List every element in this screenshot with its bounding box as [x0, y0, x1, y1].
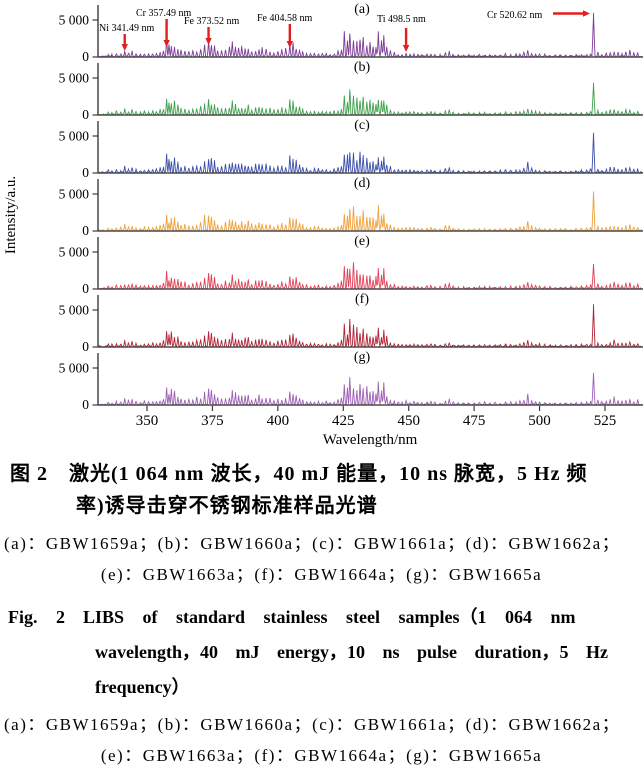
x-tick-label: 475 [463, 413, 486, 429]
sample-list-top-line1: (a)：GBW1659a；(b)：GBW1660a；(c)：GBW1661a；(… [4, 534, 621, 553]
x-axis-title: Wavelength/nm [323, 432, 418, 448]
x-tick-label: 425 [332, 413, 355, 429]
y-axis-title: Intensity/a.u. [3, 176, 19, 254]
y-tick-label-0: 0 [82, 223, 89, 238]
y-tick-label-0: 0 [82, 281, 89, 296]
panel-letter: (a) [354, 2, 370, 17]
x-tick-label: 450 [397, 413, 420, 429]
caption-chinese: 图 2 激光(1 064 nm 波长，40 mJ 能量，10 ns 脉宽，5 H… [0, 458, 643, 522]
panel-letter: (c) [354, 118, 370, 133]
caption-english: Fig. 2 LIBS of standard stainless steel … [0, 600, 643, 705]
panel-letter: (f) [355, 292, 369, 307]
spectrum-trace-GBW1660a [98, 82, 643, 117]
y-tick-label-5000: 5 000 [59, 245, 90, 260]
panel-letter: (g) [354, 350, 371, 365]
y-tick-label-5000: 5 000 [59, 13, 90, 28]
caption-en-line2: wavelength，40 mJ energy，10 ns pulse dura… [95, 642, 609, 662]
y-tick-label-0: 0 [82, 49, 89, 64]
spectrum-trace-GBW1659a [98, 12, 643, 59]
spectrum-trace-GBW1661a [98, 132, 643, 175]
spectra-chart: 5 000 0 (a) 5 000 0 (b) 5 000 0 (c) 5 000 0 (d) 5 00… [3, 2, 643, 448]
annotation-label: Fe 404.58 nm [257, 13, 313, 24]
caption-en-line1: Fig. 2 LIBS of standard stainless steel … [8, 607, 576, 627]
annotation-label: Cr 357.49 nm [136, 8, 192, 19]
annotation-label: Ti 498.5 nm [377, 14, 426, 25]
annotation-arrowhead-down [286, 41, 294, 48]
annotation-arrowhead-down [205, 38, 212, 45]
x-tick-label: 375 [201, 413, 224, 429]
sample-list-top-line2: (e)：GBW1663a；(f)：GBW1664a；(g)：GBW1665a [100, 565, 543, 584]
caption-cn-line2: 率)诱导击穿不锈钢标准样品光谱 [76, 495, 378, 517]
sample-list-bottom: (a)：GBW1659a；(b)：GBW1660a；(c)：GBW1661a；(… [0, 709, 643, 771]
caption-en-line3: frequency） [95, 677, 190, 697]
panel-letter: (d) [354, 176, 371, 191]
sample-list-bottom-line2: (e)：GBW1663a；(f)：GBW1664a；(g)：GBW1665a [100, 746, 543, 765]
annotation-arrowhead-down [121, 44, 128, 51]
x-tick-label: 350 [136, 413, 159, 429]
y-tick-label-0: 0 [82, 107, 89, 122]
sample-list-bottom-line1: (a)：GBW1659a；(b)：GBW1660a；(c)：GBW1661a；(… [4, 715, 621, 734]
x-tick-label: 525 [594, 413, 617, 429]
y-tick-label-0: 0 [82, 165, 89, 180]
y-tick-label-0: 0 [82, 397, 89, 412]
x-tick-label: 500 [528, 413, 551, 429]
y-tick-label-5000: 5 000 [59, 187, 90, 202]
caption-cn-line1: 图 2 激光(1 064 nm 波长，40 mJ 能量，10 ns 脉宽，5 H… [10, 463, 588, 485]
annotation-arrowhead-down [402, 45, 410, 52]
panel-letter: (e) [354, 234, 370, 249]
annotation-arrowhead-down [163, 40, 170, 47]
spectrum-trace-GBW1663a [98, 262, 643, 291]
y-tick-label-0: 0 [82, 339, 89, 354]
annotation-label: Fe 373.52 nm [184, 16, 240, 27]
caption-block: 图 2 激光(1 064 nm 波长，40 mJ 能量，10 ns 脉宽，5 H… [0, 458, 643, 771]
y-tick-label-5000: 5 000 [59, 361, 90, 376]
annotation-arrowhead-right [583, 10, 590, 17]
spectrum-trace-GBW1665a [98, 372, 643, 407]
y-tick-label-5000: 5 000 [59, 303, 90, 318]
libs-spectra-figure: 5 000 0 (a) 5 000 0 (b) 5 000 0 (c) 5 000 0 (d) 5 00… [3, 2, 643, 448]
annotation-label: Ni 341.49 nm [99, 23, 155, 34]
x-tick-label: 400 [267, 413, 290, 429]
sample-list-top: (a)：GBW1659a；(b)：GBW1660a；(c)：GBW1661a；(… [0, 528, 643, 590]
spectrum-trace-GBW1662a [98, 191, 643, 233]
spectrum-trace-GBW1664a [98, 304, 643, 349]
y-tick-label-5000: 5 000 [59, 129, 90, 144]
y-tick-label-5000: 5 000 [59, 71, 90, 86]
panel-letter: (b) [354, 60, 371, 75]
annotation-label: Cr 520.62 nm [487, 10, 543, 21]
